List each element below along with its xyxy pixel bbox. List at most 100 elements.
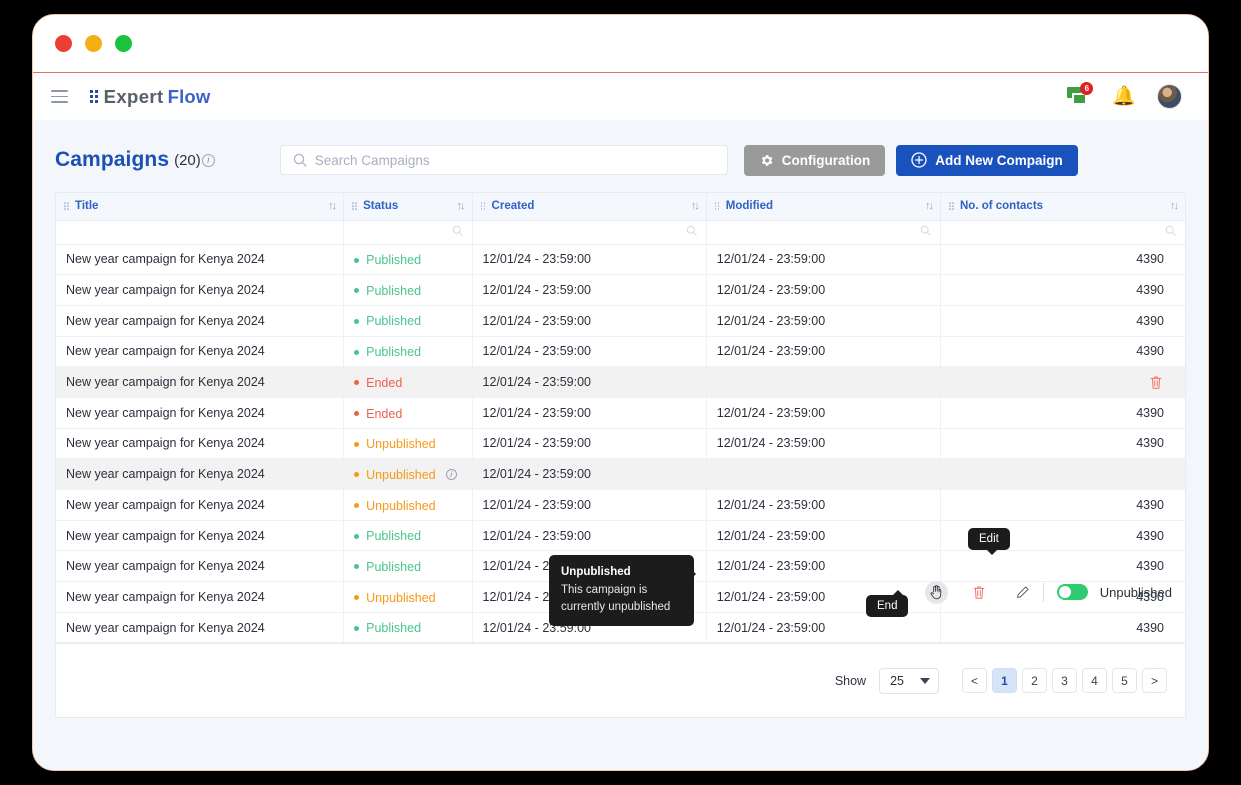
column-filter-search-icon[interactable]	[1165, 223, 1176, 241]
column-header-status[interactable]: Status ↑↓	[343, 193, 473, 221]
publish-toggle-label: Unpublished	[1099, 584, 1172, 600]
sort-toggle-icon[interactable]: ↑↓	[328, 200, 337, 213]
table-row[interactable]: New year campaign for Kenya 2024 Publishe…	[56, 336, 1185, 368]
table-row[interactable]: New year campaign for Kenya 2024 Unpublis…	[56, 489, 1185, 521]
minimize-window-button[interactable]	[85, 35, 102, 52]
hamburger-icon[interactable]	[51, 89, 68, 104]
sort-toggle-icon[interactable]: ↑↓	[690, 200, 700, 213]
pagination-page-button[interactable]: 3	[1052, 668, 1077, 694]
cell-status: Unpublished	[343, 428, 473, 460]
delete-row-button[interactable]	[968, 581, 991, 604]
status-info-icon[interactable]: i	[445, 469, 457, 481]
status-label: Published	[366, 345, 422, 360]
content-bottom-spacer	[55, 718, 1186, 749]
app-header-actions: 6 🔔	[1067, 81, 1182, 109]
column-filter-search-icon[interactable]	[920, 223, 931, 241]
column-filter-search-icon[interactable]	[686, 223, 697, 241]
column-drag-handle[interactable]	[714, 202, 720, 211]
info-icon[interactable]: i	[201, 153, 215, 167]
cell-modified: 12/01/24 - 23:59:00	[706, 612, 941, 644]
column-filter-cell[interactable]	[56, 220, 345, 245]
pagination-page-button[interactable]: 1	[992, 668, 1017, 694]
row-action-bar: Unpublished	[924, 577, 1186, 608]
table-row[interactable]: New year campaign for Kenya 2024 Ended 12/…	[56, 397, 1185, 429]
edit-tooltip-text: Edit	[979, 533, 999, 545]
sort-toggle-icon[interactable]: ↑↓	[924, 200, 934, 213]
pagination-next-button[interactable]: >	[1142, 668, 1167, 694]
status-badge: Unpublished	[354, 437, 436, 451]
bell-icon[interactable]: 🔔	[1112, 86, 1136, 107]
pagination-page-button[interactable]: 2	[1022, 668, 1047, 694]
status-badge: Unpublished i	[354, 468, 457, 482]
chat-icon[interactable]: 6	[1067, 81, 1094, 108]
close-window-button[interactable]	[55, 35, 72, 52]
search-campaigns-box[interactable]	[279, 145, 728, 175]
plus-circle-icon	[911, 152, 927, 168]
add-new-campaign-button[interactable]: Add New Compaign	[896, 144, 1078, 176]
table-row[interactable]: New year campaign for Kenya 2024 Publishe…	[56, 244, 1185, 276]
publish-toggle[interactable]	[1056, 584, 1088, 601]
sort-toggle-icon[interactable]: ↑↓	[456, 200, 466, 213]
end-campaign-button[interactable]	[924, 580, 948, 604]
column-filter-cell[interactable]	[472, 220, 707, 245]
status-dot-icon	[354, 441, 360, 447]
status-label: Published	[366, 529, 422, 544]
pagination-prev-button[interactable]: <	[962, 668, 987, 694]
column-header-modified[interactable]: Modified ↑↓	[706, 193, 941, 221]
table-row[interactable]: New year campaign for Kenya 2024 Publishe…	[56, 305, 1185, 337]
sort-toggle-icon[interactable]: ↑↓	[1170, 200, 1179, 213]
campaigns-table-card: Title ↑↓ Status ↑↓ Created ↑↓ Modified ↑↓ No. of…	[55, 192, 1186, 645]
column-header-no-of-contacts[interactable]: No. of contacts ↑↓	[940, 193, 1185, 221]
page-size-select[interactable]: 25	[879, 667, 939, 694]
cell-title: New year campaign for Kenya 2024	[56, 612, 345, 644]
cell-created: 12/01/24 - 23:59:00	[472, 520, 707, 552]
status-dot-icon	[354, 564, 360, 570]
table-row[interactable]: New year campaign for Kenya 2024 Unpublis…	[56, 428, 1185, 460]
table-row[interactable]: New year campaign for Kenya 2024 Publishe…	[56, 612, 1185, 644]
cell-status: Unpublished	[343, 581, 473, 613]
column-drag-handle[interactable]	[948, 202, 954, 211]
status-label: Unpublished	[366, 467, 436, 482]
pagination-page-button[interactable]: 4	[1082, 668, 1107, 694]
cell-title: New year campaign for Kenya 2024	[56, 305, 345, 337]
cell-created: 12/01/24 - 23:59:00	[472, 489, 707, 521]
cell-contacts: 4390	[940, 612, 1185, 644]
column-filter-search-icon[interactable]	[452, 223, 463, 241]
logo-text-flow: Flow	[167, 85, 211, 107]
column-filter-cell[interactable]	[343, 220, 473, 245]
column-header-title[interactable]: Title ↑↓	[56, 193, 345, 221]
column-filter-cell[interactable]	[706, 220, 941, 245]
configuration-button[interactable]: Configuration	[743, 144, 886, 176]
column-filter-row	[56, 220, 1185, 245]
column-drag-handle[interactable]	[352, 202, 357, 211]
pagination: <1 2 3 4 5 >	[962, 668, 1167, 694]
page-count: (20)	[174, 151, 201, 169]
column-filter-cell[interactable]	[940, 220, 1185, 245]
column-drag-handle[interactable]	[64, 202, 69, 211]
edit-tooltip: Edit	[968, 528, 1010, 555]
maximize-window-button[interactable]	[115, 35, 132, 52]
pagination-page-button[interactable]: 5	[1112, 668, 1137, 694]
cell-status: Published	[343, 274, 473, 306]
window-titlebar	[33, 15, 1208, 73]
status-badge: Published	[354, 253, 421, 267]
search-input[interactable]	[314, 152, 715, 168]
cell-title: New year campaign for Kenya 2024	[56, 550, 345, 583]
cell-created: 12/01/24 - 23:59:00	[472, 336, 707, 368]
edit-row-button[interactable]	[1011, 581, 1034, 604]
delete-row-button[interactable]	[1144, 371, 1167, 394]
table-footer: Show 25 <1 2 3 4 5 >	[55, 644, 1186, 719]
status-dot-icon	[354, 380, 360, 386]
browser-window: Expert Flow 6 🔔 Campaigns (20) i	[32, 14, 1209, 771]
column-header-created[interactable]: Created ↑↓	[472, 193, 707, 221]
cell-created: 12/01/24 - 23:59:00	[472, 366, 707, 398]
table-row[interactable]: New year campaign for Kenya 2024 Publishe…	[56, 274, 1185, 306]
status-dot-icon	[354, 533, 360, 539]
table-row[interactable]: New year campaign for Kenya 2024 Ended 12/…	[56, 366, 1185, 398]
status-dot-icon	[354, 472, 360, 478]
avatar[interactable]	[1157, 84, 1182, 109]
column-drag-handle[interactable]	[480, 202, 486, 211]
status-badge: Unpublished	[354, 499, 436, 513]
table-row[interactable]: New year campaign for Kenya 2024 Unpublis…	[56, 458, 1185, 490]
table-row[interactable]: New year campaign for Kenya 2024 Publishe…	[56, 520, 1185, 552]
